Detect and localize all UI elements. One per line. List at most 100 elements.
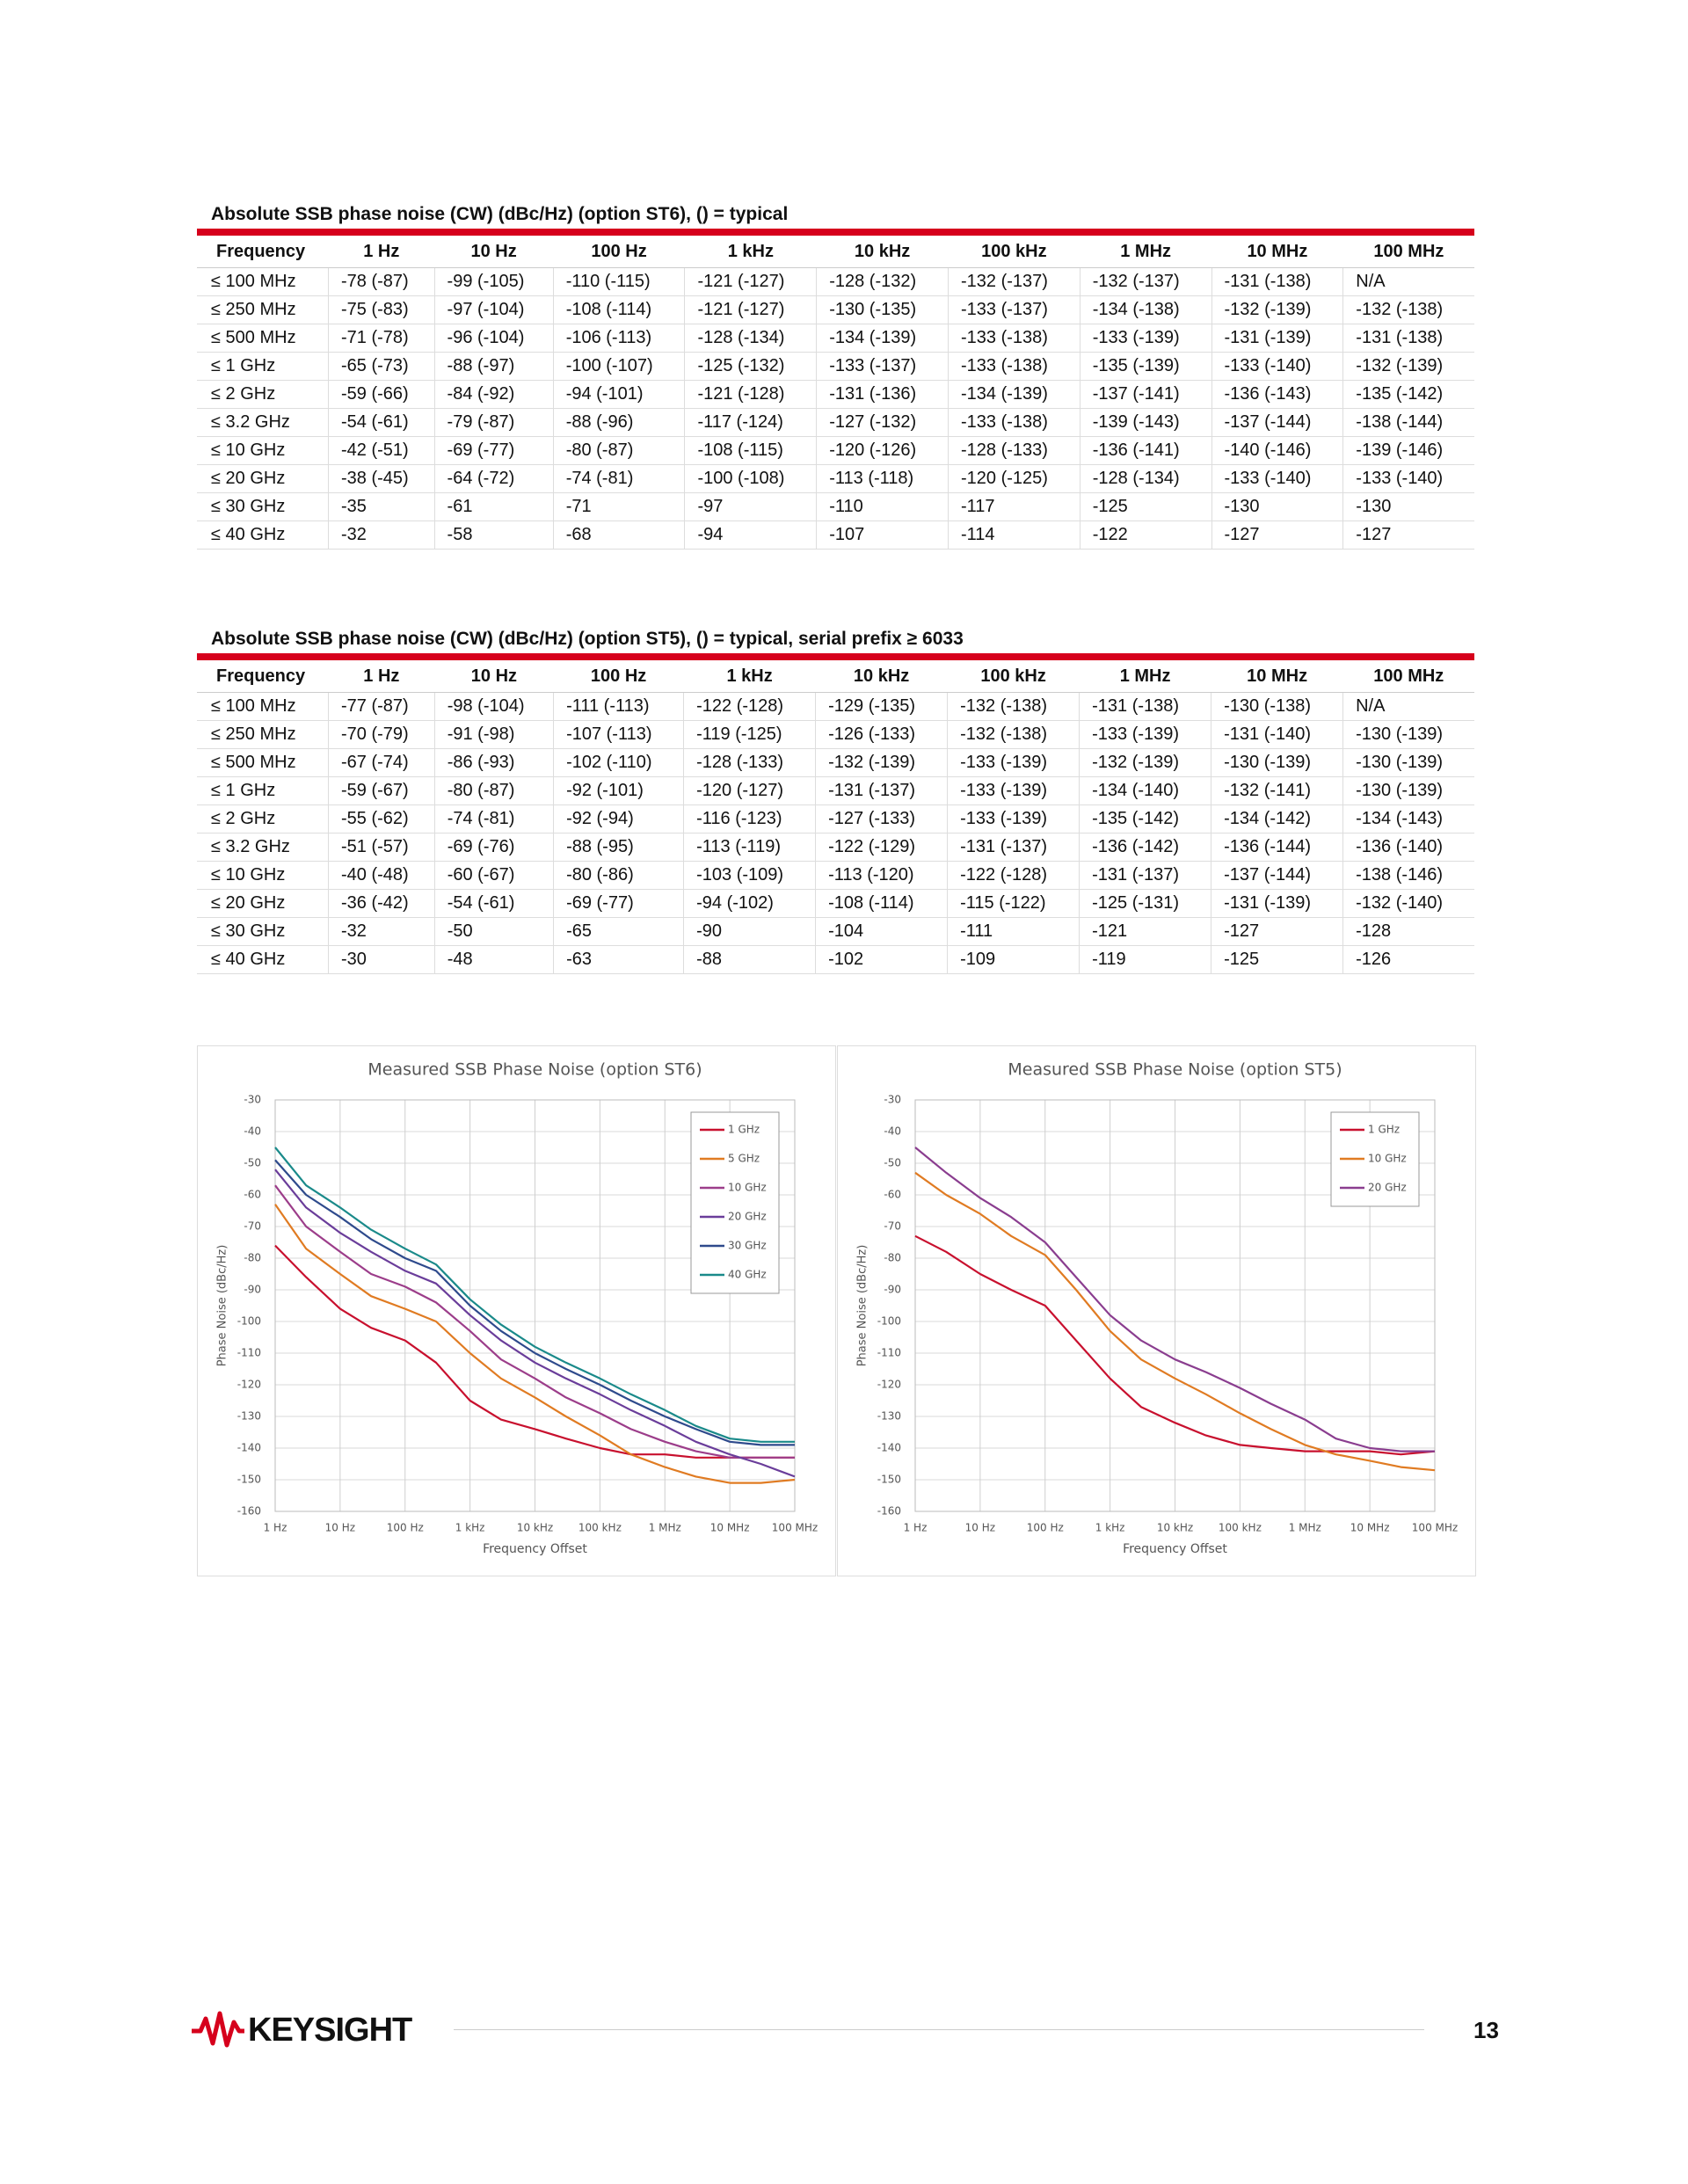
cell: -96 (-104) bbox=[433, 324, 554, 353]
x-tick-label: 1 MHz bbox=[649, 1522, 681, 1534]
cell: -79 (-87) bbox=[433, 408, 554, 437]
cell: -68 bbox=[552, 521, 685, 550]
cell: -136 (-142) bbox=[1079, 833, 1211, 862]
cell: -30 bbox=[328, 945, 435, 974]
cell: -108 (-114) bbox=[552, 295, 685, 324]
cell: -131 (-136) bbox=[816, 380, 949, 409]
cell: -134 (-139) bbox=[816, 324, 949, 353]
cell: -131 (-137) bbox=[947, 833, 1080, 862]
cell: -131 (-137) bbox=[1079, 861, 1211, 890]
cell: -110 (-115) bbox=[552, 267, 685, 296]
cell: -100 (-107) bbox=[552, 352, 685, 381]
cell: -119 (-125) bbox=[683, 720, 816, 749]
x-tick-label: 1 kHz bbox=[1095, 1522, 1125, 1534]
x-tick-label: 1 MHz bbox=[1289, 1522, 1321, 1534]
cell: -36 (-42) bbox=[328, 889, 435, 918]
x-tick-label: 10 MHz bbox=[1350, 1522, 1390, 1534]
cell: -70 (-79) bbox=[328, 720, 435, 749]
series-line bbox=[274, 1204, 796, 1484]
cell: -115 (-122) bbox=[947, 889, 1080, 918]
cell: -94 (-101) bbox=[552, 380, 685, 409]
cell: -64 (-72) bbox=[433, 464, 554, 493]
header-cell: 10 kHz bbox=[816, 229, 949, 268]
cell: ≤ 250 MHz bbox=[197, 720, 329, 749]
cell: -98 (-104) bbox=[433, 692, 554, 721]
cell: -128 bbox=[1342, 917, 1474, 946]
series-line bbox=[274, 1168, 796, 1478]
cell: -107 (-113) bbox=[553, 720, 684, 749]
cell: -69 (-77) bbox=[553, 889, 684, 918]
cell: -131 (-139) bbox=[1211, 889, 1343, 918]
header-cell: 10 Hz bbox=[434, 229, 554, 268]
row: ≤ 500 MHz -71 (-78) -96 (-104) -106 (-113) -… bbox=[197, 324, 1474, 353]
y-tick-label: -100 bbox=[237, 1315, 261, 1328]
header-cell: 100 MHz bbox=[1342, 653, 1474, 693]
y-tick-label: -30 bbox=[244, 1094, 261, 1106]
cell: ≤ 500 MHz bbox=[197, 748, 329, 777]
x-tick-label: 100 kHz bbox=[1219, 1522, 1262, 1534]
y-tick-label: -130 bbox=[877, 1410, 901, 1423]
y-tick-label: -30 bbox=[884, 1094, 901, 1106]
row: ≤ 1 GHz -59 (-67) -80 (-87) -92 (-101) -120 … bbox=[197, 776, 1474, 805]
cell: -130 (-139) bbox=[1211, 748, 1343, 777]
cell: -131 (-138) bbox=[1211, 267, 1343, 296]
y-tick-label: -80 bbox=[244, 1252, 261, 1264]
legend-label: 5 GHz bbox=[728, 1153, 760, 1165]
cell: -132 (-137) bbox=[1079, 267, 1212, 296]
legend-label: 10 GHz bbox=[728, 1182, 767, 1194]
page-number: 13 bbox=[1473, 2017, 1499, 2043]
y-tick-label: -100 bbox=[877, 1315, 901, 1328]
header-cell: 1 kHz bbox=[683, 653, 816, 693]
cell: -133 (-140) bbox=[1211, 352, 1343, 381]
cell: -92 (-94) bbox=[553, 804, 684, 834]
cell: -59 (-67) bbox=[328, 776, 435, 805]
cell: -138 (-144) bbox=[1342, 408, 1474, 437]
header-cell: 1 Hz bbox=[328, 229, 435, 268]
cell: -75 (-83) bbox=[328, 295, 435, 324]
cell: -134 (-140) bbox=[1079, 776, 1211, 805]
cell: -122 bbox=[1079, 521, 1212, 550]
cell: -130 (-139) bbox=[1342, 776, 1474, 805]
cell: -134 (-143) bbox=[1342, 804, 1474, 834]
legend-label: 10 GHz bbox=[1368, 1153, 1407, 1165]
cell: -117 (-124) bbox=[684, 408, 817, 437]
header-cell: 1 MHz bbox=[1079, 653, 1211, 693]
header-cell: 1 Hz bbox=[328, 653, 435, 693]
x-axis-title: Frequency Offset bbox=[1123, 1542, 1227, 1556]
cell: -133 (-138) bbox=[947, 408, 1080, 437]
cell: -128 (-132) bbox=[816, 267, 949, 296]
y-tick-label: -150 bbox=[877, 1474, 901, 1486]
cell: -120 (-127) bbox=[683, 776, 816, 805]
cell: -102 (-110) bbox=[553, 748, 684, 777]
header-cell: 100 MHz bbox=[1342, 229, 1474, 268]
cell: -108 (-114) bbox=[815, 889, 948, 918]
cell: ≤ 10 GHz bbox=[197, 436, 329, 465]
series-line bbox=[914, 1234, 1436, 1456]
y-tick-label: -110 bbox=[237, 1347, 261, 1359]
y-tick-label: -40 bbox=[884, 1125, 901, 1138]
cell: -137 (-144) bbox=[1211, 408, 1343, 437]
row: ≤ 10 GHz -42 (-51) -69 (-77) -80 (-87) -108 … bbox=[197, 436, 1474, 465]
legend-label: 30 GHz bbox=[728, 1240, 767, 1252]
cell: -128 (-133) bbox=[947, 436, 1080, 465]
cell: -38 (-45) bbox=[328, 464, 435, 493]
row: ≤ 500 MHz -67 (-74) -86 (-93) -102 (-110) -1… bbox=[197, 748, 1474, 777]
header-cell: Frequency bbox=[197, 229, 329, 268]
cell: -137 (-144) bbox=[1211, 861, 1343, 890]
cell: -88 (-95) bbox=[553, 833, 684, 862]
header-cell: 10 MHz bbox=[1211, 653, 1343, 693]
cell: -65 bbox=[553, 917, 684, 946]
cell: -88 bbox=[683, 945, 816, 974]
cell: -61 bbox=[433, 492, 554, 521]
cell: -100 (-108) bbox=[684, 464, 817, 493]
cell: -32 bbox=[328, 917, 435, 946]
y-tick-label: -160 bbox=[877, 1505, 901, 1518]
cell: -74 (-81) bbox=[552, 464, 685, 493]
cell: -48 bbox=[433, 945, 554, 974]
cell: -80 (-87) bbox=[552, 436, 685, 465]
cell: -122 (-128) bbox=[947, 861, 1080, 890]
y-tick-label: -50 bbox=[244, 1157, 261, 1169]
cell: -69 (-77) bbox=[433, 436, 554, 465]
cell: -133 (-139) bbox=[1079, 324, 1212, 353]
cell: -74 (-81) bbox=[433, 804, 554, 834]
